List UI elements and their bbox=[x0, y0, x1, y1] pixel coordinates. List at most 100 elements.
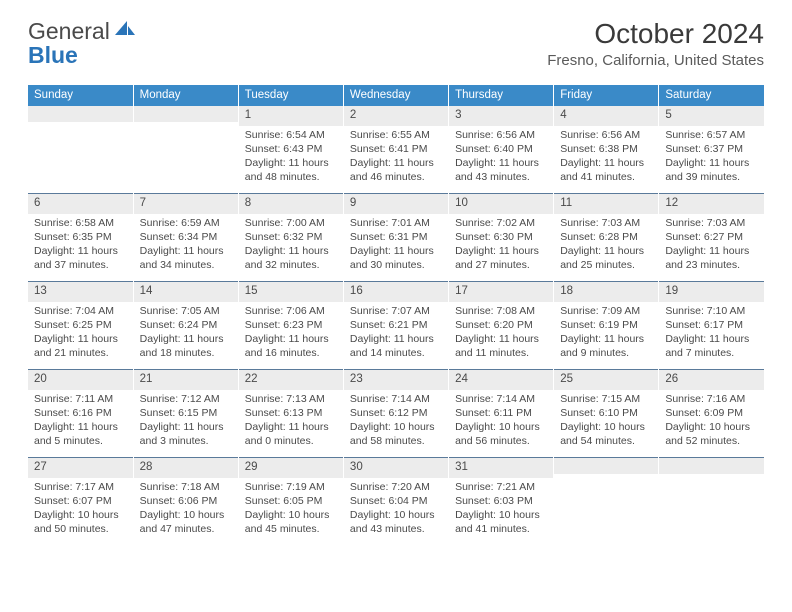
sunset-text: Sunset: 6:05 PM bbox=[245, 494, 337, 508]
daylight-text: Daylight: 10 hours and 58 minutes. bbox=[350, 420, 442, 448]
day-number: 25 bbox=[554, 369, 658, 390]
day-content: Sunrise: 7:05 AMSunset: 6:24 PMDaylight:… bbox=[134, 302, 238, 365]
sunrise-text: Sunrise: 7:12 AM bbox=[140, 392, 232, 406]
calendar-day-cell: 26Sunrise: 7:16 AMSunset: 6:09 PMDayligh… bbox=[659, 369, 764, 457]
day-number: 10 bbox=[449, 193, 553, 214]
sunrise-text: Sunrise: 7:10 AM bbox=[665, 304, 758, 318]
calendar-day-cell: 15Sunrise: 7:06 AMSunset: 6:23 PMDayligh… bbox=[238, 281, 343, 369]
calendar-day-cell bbox=[28, 105, 133, 193]
daylight-text: Daylight: 11 hours and 23 minutes. bbox=[665, 244, 758, 272]
day-header: Monday bbox=[133, 85, 238, 105]
day-content: Sunrise: 7:20 AMSunset: 6:04 PMDaylight:… bbox=[344, 478, 448, 541]
logo-sail-icon bbox=[113, 19, 137, 42]
sunset-text: Sunset: 6:24 PM bbox=[140, 318, 232, 332]
calendar-day-cell: 14Sunrise: 7:05 AMSunset: 6:24 PMDayligh… bbox=[133, 281, 238, 369]
daylight-text: Daylight: 11 hours and 48 minutes. bbox=[245, 156, 337, 184]
day-number: 12 bbox=[659, 193, 764, 214]
day-content: Sunrise: 7:14 AMSunset: 6:11 PMDaylight:… bbox=[449, 390, 553, 453]
sunset-text: Sunset: 6:23 PM bbox=[245, 318, 337, 332]
sunrise-text: Sunrise: 7:03 AM bbox=[665, 216, 758, 230]
day-header: Friday bbox=[554, 85, 659, 105]
sunset-text: Sunset: 6:27 PM bbox=[665, 230, 758, 244]
day-content: Sunrise: 7:13 AMSunset: 6:13 PMDaylight:… bbox=[239, 390, 343, 453]
sunrise-text: Sunrise: 7:16 AM bbox=[665, 392, 758, 406]
calendar-day-cell: 28Sunrise: 7:18 AMSunset: 6:06 PMDayligh… bbox=[133, 457, 238, 545]
day-number: 15 bbox=[239, 281, 343, 302]
sunset-text: Sunset: 6:34 PM bbox=[140, 230, 232, 244]
sunrise-text: Sunrise: 7:15 AM bbox=[560, 392, 652, 406]
day-header: Tuesday bbox=[238, 85, 343, 105]
calendar-week-row: 27Sunrise: 7:17 AMSunset: 6:07 PMDayligh… bbox=[28, 457, 764, 545]
logo: General bbox=[28, 18, 137, 45]
calendar-day-cell: 1Sunrise: 6:54 AMSunset: 6:43 PMDaylight… bbox=[238, 105, 343, 193]
day-number: 23 bbox=[344, 369, 448, 390]
sunset-text: Sunset: 6:43 PM bbox=[245, 142, 337, 156]
calendar-week-row: 1Sunrise: 6:54 AMSunset: 6:43 PMDaylight… bbox=[28, 105, 764, 193]
day-content bbox=[134, 122, 238, 178]
day-content: Sunrise: 6:54 AMSunset: 6:43 PMDaylight:… bbox=[239, 126, 343, 189]
sunrise-text: Sunrise: 7:02 AM bbox=[455, 216, 547, 230]
sunrise-text: Sunrise: 7:13 AM bbox=[245, 392, 337, 406]
daylight-text: Daylight: 11 hours and 5 minutes. bbox=[34, 420, 127, 448]
day-content: Sunrise: 7:11 AMSunset: 6:16 PMDaylight:… bbox=[28, 390, 133, 453]
sunset-text: Sunset: 6:35 PM bbox=[34, 230, 127, 244]
calendar-day-cell: 16Sunrise: 7:07 AMSunset: 6:21 PMDayligh… bbox=[343, 281, 448, 369]
daylight-text: Daylight: 10 hours and 43 minutes. bbox=[350, 508, 442, 536]
day-header: Thursday bbox=[449, 85, 554, 105]
calendar-day-cell bbox=[554, 457, 659, 545]
day-content: Sunrise: 7:01 AMSunset: 6:31 PMDaylight:… bbox=[344, 214, 448, 277]
daylight-text: Daylight: 11 hours and 27 minutes. bbox=[455, 244, 547, 272]
day-content bbox=[554, 474, 658, 530]
logo-text-2-wrap: Blue bbox=[28, 42, 78, 69]
calendar-day-cell: 17Sunrise: 7:08 AMSunset: 6:20 PMDayligh… bbox=[449, 281, 554, 369]
day-number: 8 bbox=[239, 193, 343, 214]
calendar-day-cell bbox=[659, 457, 764, 545]
day-number: 30 bbox=[344, 457, 448, 478]
calendar-day-cell: 5Sunrise: 6:57 AMSunset: 6:37 PMDaylight… bbox=[659, 105, 764, 193]
day-header: Wednesday bbox=[343, 85, 448, 105]
sunrise-text: Sunrise: 6:55 AM bbox=[350, 128, 442, 142]
sunrise-text: Sunrise: 7:20 AM bbox=[350, 480, 442, 494]
calendar-day-cell: 24Sunrise: 7:14 AMSunset: 6:11 PMDayligh… bbox=[449, 369, 554, 457]
sunrise-text: Sunrise: 7:09 AM bbox=[560, 304, 652, 318]
sunrise-text: Sunrise: 7:19 AM bbox=[245, 480, 337, 494]
day-number: 14 bbox=[134, 281, 238, 302]
day-content: Sunrise: 7:15 AMSunset: 6:10 PMDaylight:… bbox=[554, 390, 658, 453]
calendar-day-cell: 25Sunrise: 7:15 AMSunset: 6:10 PMDayligh… bbox=[554, 369, 659, 457]
sunrise-text: Sunrise: 7:00 AM bbox=[245, 216, 337, 230]
sunrise-text: Sunrise: 7:11 AM bbox=[34, 392, 127, 406]
daylight-text: Daylight: 10 hours and 41 minutes. bbox=[455, 508, 547, 536]
sunrise-text: Sunrise: 6:57 AM bbox=[665, 128, 758, 142]
day-number: 16 bbox=[344, 281, 448, 302]
location-subtitle: Fresno, California, United States bbox=[547, 52, 764, 69]
day-content: Sunrise: 7:19 AMSunset: 6:05 PMDaylight:… bbox=[239, 478, 343, 541]
day-content: Sunrise: 7:03 AMSunset: 6:27 PMDaylight:… bbox=[659, 214, 764, 277]
day-content: Sunrise: 7:14 AMSunset: 6:12 PMDaylight:… bbox=[344, 390, 448, 453]
sunrise-text: Sunrise: 7:17 AM bbox=[34, 480, 127, 494]
calendar-day-cell: 10Sunrise: 7:02 AMSunset: 6:30 PMDayligh… bbox=[449, 193, 554, 281]
sunset-text: Sunset: 6:07 PM bbox=[34, 494, 127, 508]
sunrise-text: Sunrise: 6:54 AM bbox=[245, 128, 337, 142]
daylight-text: Daylight: 10 hours and 54 minutes. bbox=[560, 420, 652, 448]
sunset-text: Sunset: 6:11 PM bbox=[455, 406, 547, 420]
calendar-day-cell: 12Sunrise: 7:03 AMSunset: 6:27 PMDayligh… bbox=[659, 193, 764, 281]
logo-text-2: Blue bbox=[28, 42, 78, 68]
day-number: 19 bbox=[659, 281, 764, 302]
day-content: Sunrise: 6:56 AMSunset: 6:40 PMDaylight:… bbox=[449, 126, 553, 189]
sunrise-text: Sunrise: 7:07 AM bbox=[350, 304, 442, 318]
calendar-week-row: 6Sunrise: 6:58 AMSunset: 6:35 PMDaylight… bbox=[28, 193, 764, 281]
calendar-day-cell: 27Sunrise: 7:17 AMSunset: 6:07 PMDayligh… bbox=[28, 457, 133, 545]
sunrise-text: Sunrise: 6:56 AM bbox=[455, 128, 547, 142]
sunrise-text: Sunrise: 7:05 AM bbox=[140, 304, 232, 318]
sunset-text: Sunset: 6:19 PM bbox=[560, 318, 652, 332]
day-content: Sunrise: 7:17 AMSunset: 6:07 PMDaylight:… bbox=[28, 478, 133, 541]
day-content: Sunrise: 7:07 AMSunset: 6:21 PMDaylight:… bbox=[344, 302, 448, 365]
daylight-text: Daylight: 11 hours and 37 minutes. bbox=[34, 244, 127, 272]
day-content: Sunrise: 6:57 AMSunset: 6:37 PMDaylight:… bbox=[659, 126, 764, 189]
sunset-text: Sunset: 6:37 PM bbox=[665, 142, 758, 156]
daylight-text: Daylight: 11 hours and 34 minutes. bbox=[140, 244, 232, 272]
calendar-day-cell: 30Sunrise: 7:20 AMSunset: 6:04 PMDayligh… bbox=[343, 457, 448, 545]
day-content: Sunrise: 6:55 AMSunset: 6:41 PMDaylight:… bbox=[344, 126, 448, 189]
calendar-day-cell: 20Sunrise: 7:11 AMSunset: 6:16 PMDayligh… bbox=[28, 369, 133, 457]
sunset-text: Sunset: 6:31 PM bbox=[350, 230, 442, 244]
